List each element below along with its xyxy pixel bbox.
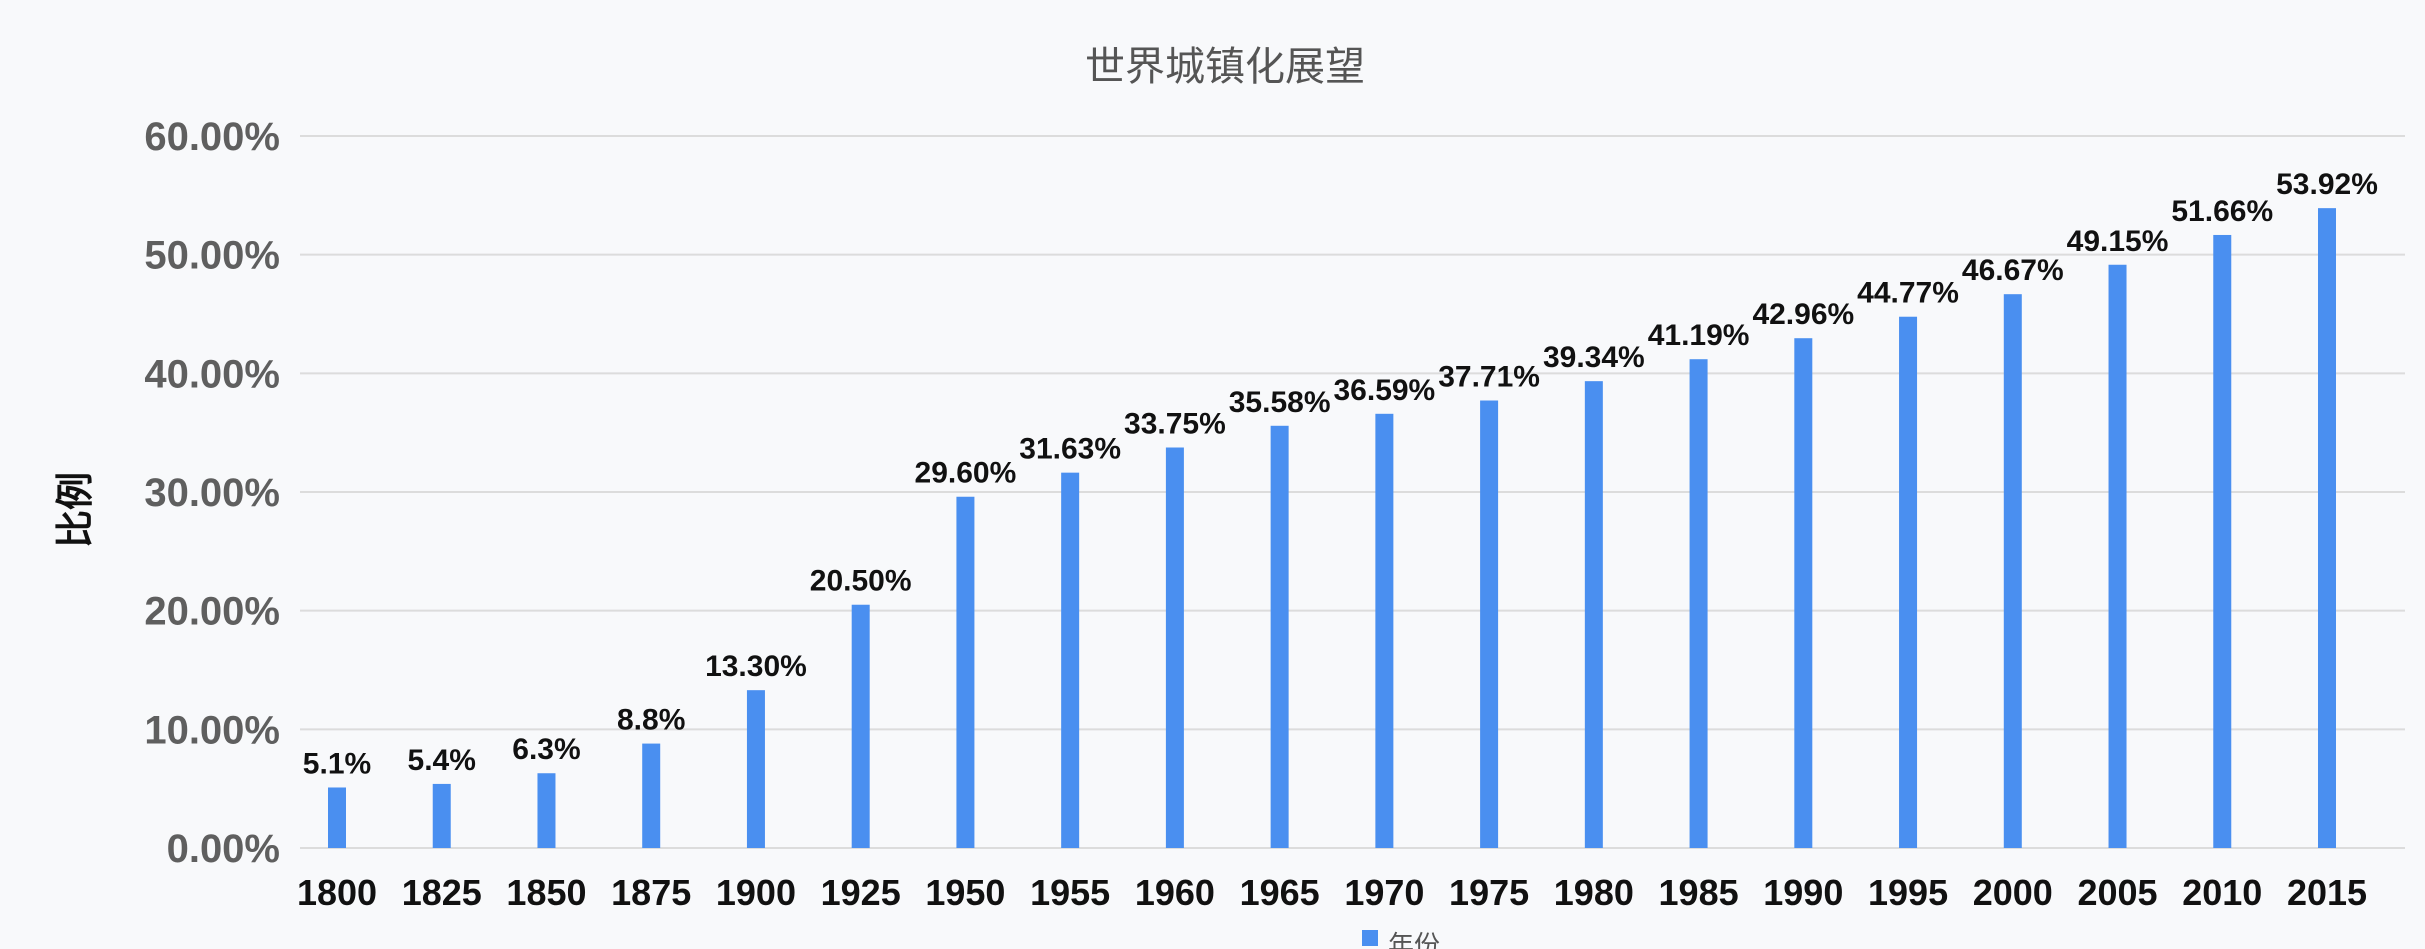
data-label: 36.59% bbox=[1333, 374, 1435, 407]
data-label: 53.92% bbox=[2276, 168, 2378, 201]
x-tick-label: 2005 bbox=[2077, 872, 2157, 913]
bar bbox=[1584, 381, 1603, 848]
y-tick-label: 20.00% bbox=[144, 590, 280, 634]
bar bbox=[537, 773, 556, 848]
bars bbox=[328, 208, 2336, 849]
bar bbox=[2108, 264, 2127, 849]
data-labels: 5.1% 5.4% 6.3% 8.8% 13.30% 20.50% 29.60%31.63%… bbox=[303, 168, 2378, 780]
data-label: 42.96% bbox=[1752, 298, 1854, 331]
data-label: 5.4% bbox=[408, 744, 476, 777]
bar bbox=[851, 604, 870, 848]
legend-swatch bbox=[1362, 930, 1378, 946]
data-label: 5.1% bbox=[303, 747, 371, 780]
data-label: 37.71% bbox=[1438, 361, 1540, 394]
bar bbox=[1899, 316, 1918, 848]
x-tick-label: 1875 bbox=[611, 872, 691, 913]
y-tick-label: 0.00% bbox=[167, 827, 280, 871]
bar bbox=[328, 787, 346, 848]
bar bbox=[1165, 447, 1184, 848]
bar bbox=[2213, 234, 2232, 848]
x-tick-label: 1960 bbox=[1135, 872, 1215, 913]
data-label: 13.30% bbox=[705, 650, 807, 683]
legend-label: 年份 bbox=[1388, 931, 1440, 949]
y-tick-label: 10.00% bbox=[144, 708, 280, 752]
data-label: 8.8% bbox=[617, 704, 685, 737]
data-label: 29.60% bbox=[915, 457, 1017, 490]
legend: 年份 bbox=[1362, 930, 1440, 949]
bar bbox=[1689, 359, 1708, 848]
y-tick-label: 50.00% bbox=[144, 234, 280, 278]
x-tick-label: 1990 bbox=[1763, 872, 1843, 913]
y-axis-ticks: 0.00% 10.00% 20.00% 30.00% 40.00% 50.00% 60.00… bbox=[144, 115, 280, 871]
y-tick-label: 40.00% bbox=[144, 352, 280, 396]
data-label: 35.58% bbox=[1229, 386, 1331, 419]
x-tick-label: 1800 bbox=[297, 872, 377, 913]
bar bbox=[746, 690, 765, 848]
data-label: 33.75% bbox=[1124, 408, 1226, 441]
x-tick-label: 1955 bbox=[1030, 872, 1110, 913]
data-label: 44.77% bbox=[1857, 277, 1959, 310]
bar bbox=[1375, 413, 1394, 848]
x-tick-label: 1985 bbox=[1659, 872, 1739, 913]
gridlines bbox=[300, 135, 2405, 849]
data-label: 20.50% bbox=[810, 565, 912, 598]
data-label: 51.66% bbox=[2171, 195, 2273, 228]
chart-title: 世界城镇化展望 bbox=[1085, 44, 1365, 90]
data-label: 46.67% bbox=[1962, 254, 2064, 287]
y-tick-label: 60.00% bbox=[144, 115, 280, 159]
bar bbox=[1480, 400, 1499, 848]
bar bbox=[1270, 425, 1289, 848]
x-tick-label: 2010 bbox=[2182, 872, 2262, 913]
x-tick-label: 1970 bbox=[1344, 872, 1424, 913]
x-tick-label: 1965 bbox=[1240, 872, 1320, 913]
bar bbox=[956, 496, 975, 848]
x-tick-label: 1850 bbox=[506, 872, 586, 913]
y-axis-label: 比例 bbox=[53, 472, 97, 548]
x-tick-label: 1950 bbox=[925, 872, 1005, 913]
bar bbox=[642, 743, 661, 848]
data-label: 49.15% bbox=[2067, 225, 2169, 258]
bar bbox=[2318, 208, 2336, 848]
x-tick-label: 1995 bbox=[1868, 872, 1948, 913]
x-axis-ticks: 1800 1825 1850 1875 1900 1925 1950 1955 1960 1965… bbox=[297, 872, 2367, 913]
bar bbox=[2003, 294, 2022, 848]
x-tick-label: 1925 bbox=[821, 872, 901, 913]
data-label: 6.3% bbox=[512, 733, 580, 766]
data-label: 41.19% bbox=[1648, 319, 1750, 352]
data-label: 31.63% bbox=[1019, 433, 1121, 466]
x-tick-label: 2000 bbox=[1973, 872, 2053, 913]
x-tick-label: 1825 bbox=[402, 872, 482, 913]
x-tick-label: 1900 bbox=[716, 872, 796, 913]
bar bbox=[1794, 338, 1813, 848]
bar bbox=[1061, 472, 1080, 848]
x-tick-label: 2015 bbox=[2287, 872, 2367, 913]
x-tick-label: 1980 bbox=[1554, 872, 1634, 913]
bar bbox=[432, 783, 451, 848]
x-tick-label: 1975 bbox=[1449, 872, 1529, 913]
data-label: 39.34% bbox=[1543, 341, 1645, 374]
y-tick-label: 30.00% bbox=[144, 471, 280, 515]
